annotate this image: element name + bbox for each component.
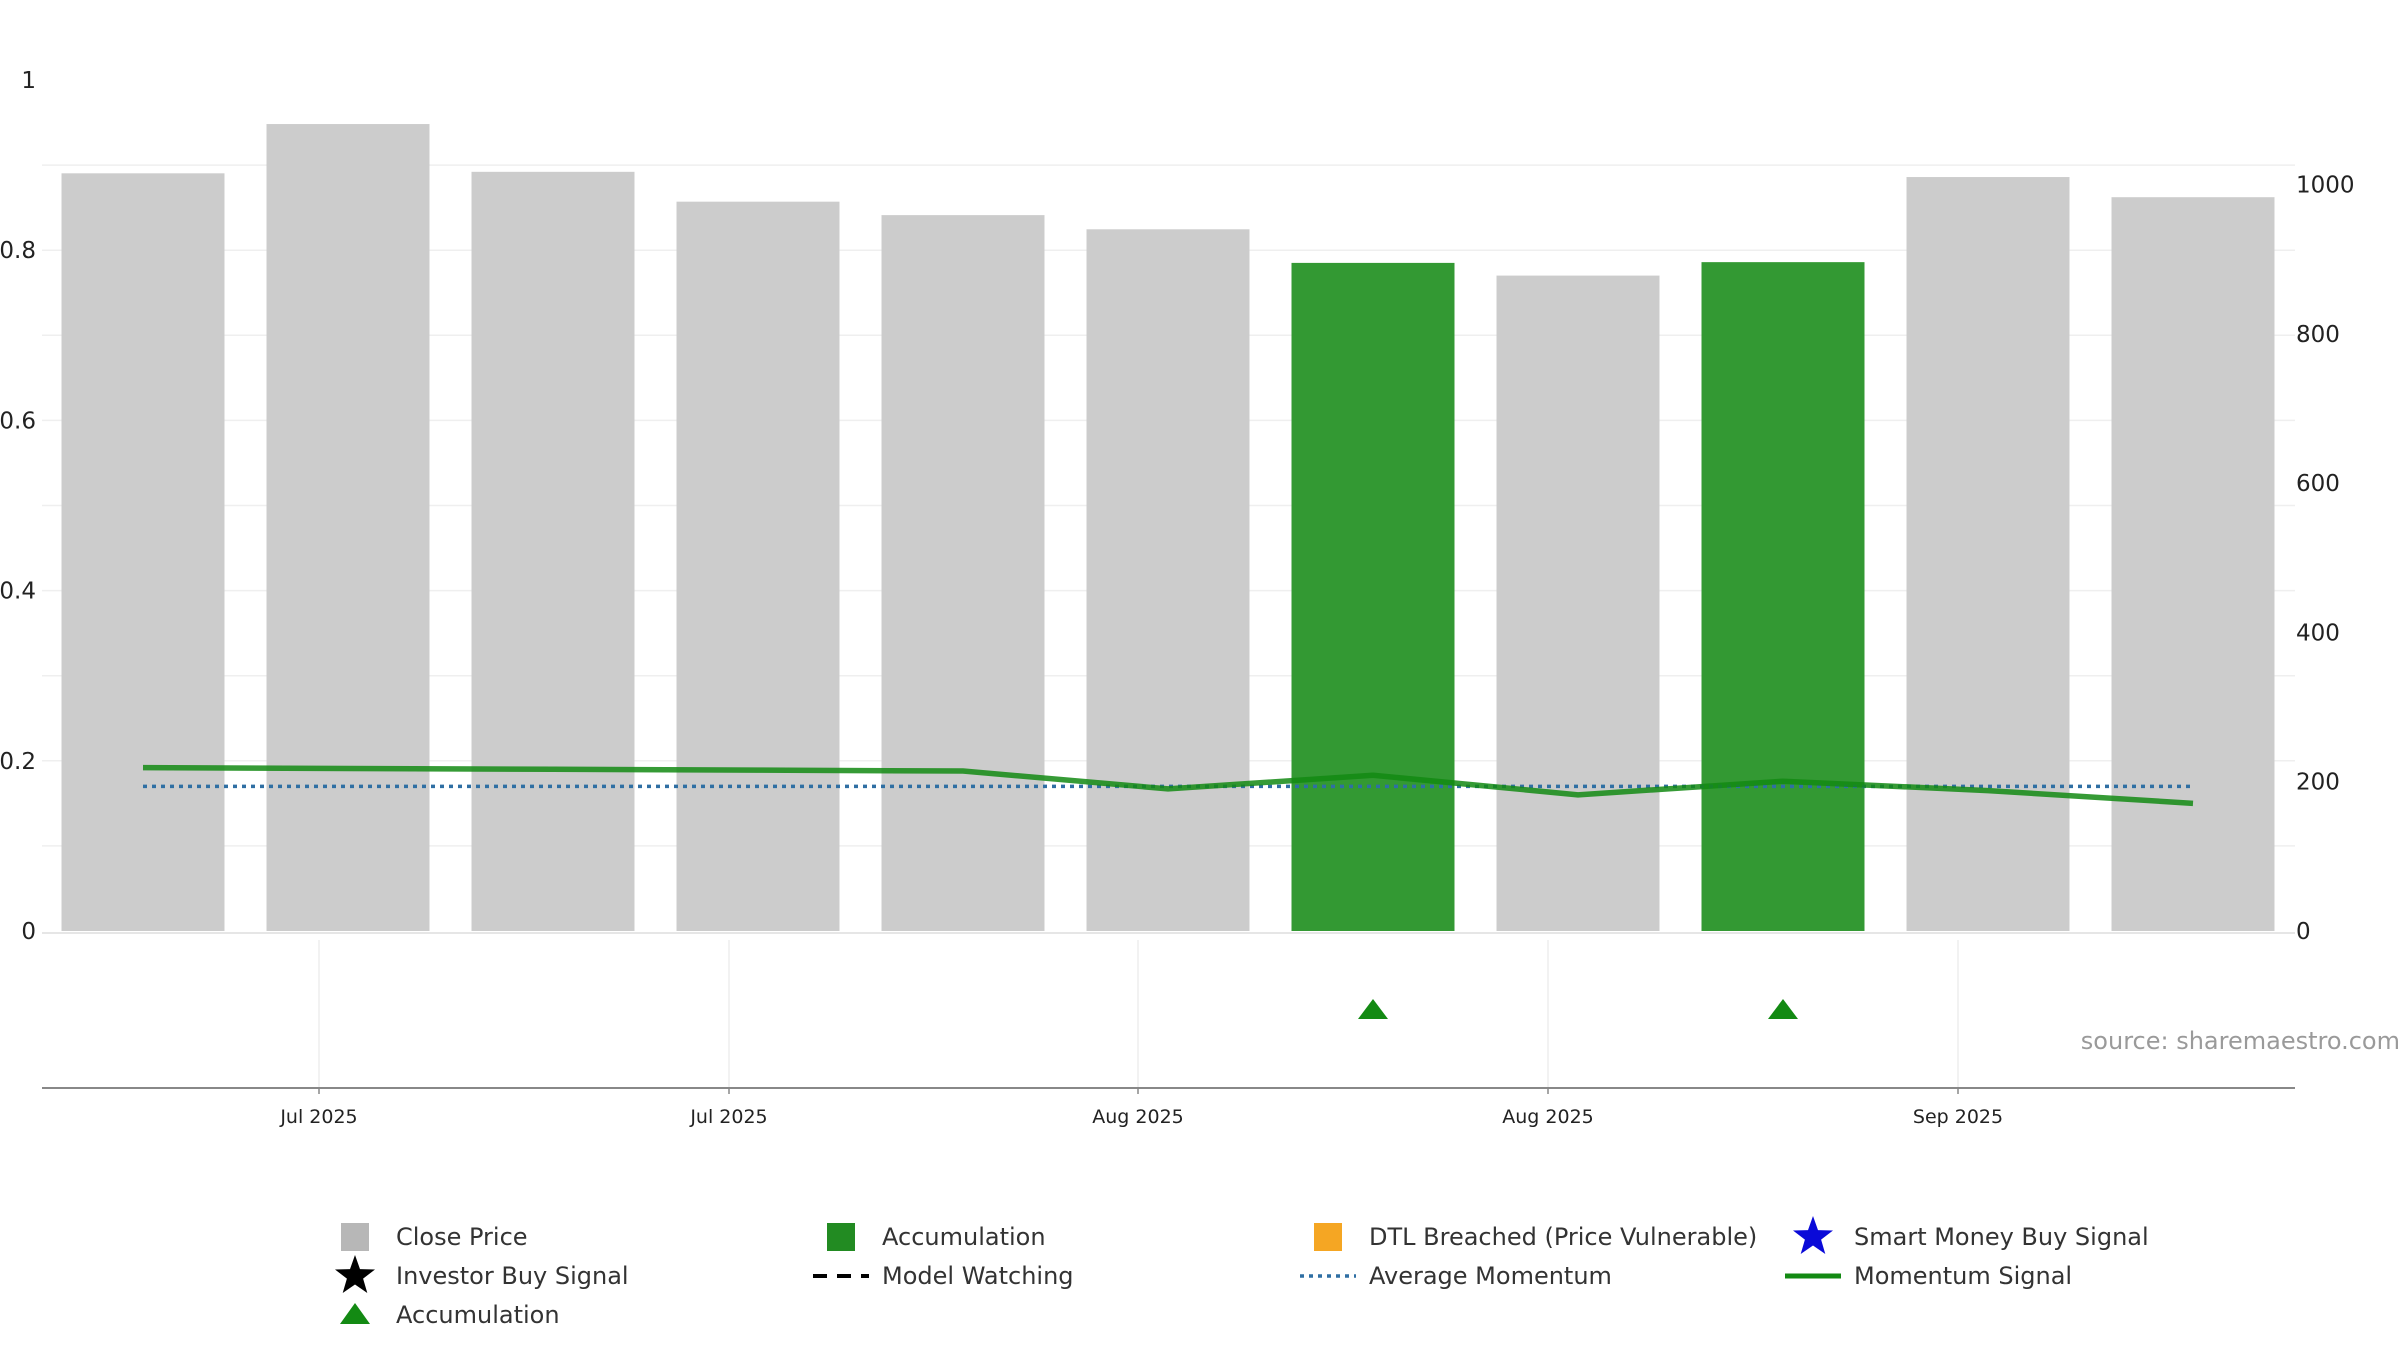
accumulation-marker (1768, 999, 1798, 1019)
legend-label: Smart Money Buy Signal (1854, 1223, 2149, 1251)
legend-square-icon (1314, 1223, 1342, 1251)
legend-label: DTL Breached (Price Vulnerable) (1369, 1223, 1757, 1251)
legend-square-icon (341, 1223, 369, 1251)
accumulation-markers (1358, 999, 1798, 1019)
legend-item: Model Watching (813, 1262, 1074, 1290)
legend-item: Accumulation (827, 1223, 1046, 1251)
left-tick-label: 0.2 (0, 749, 36, 775)
x-tick-label: Aug 2025 (1502, 1106, 1594, 1128)
left-tick-label: 0 (21, 919, 36, 945)
right-tick-label: 0 (2296, 919, 2311, 945)
legend-star-icon (335, 1255, 375, 1293)
legend-square-icon (827, 1223, 855, 1251)
legend-triangle-icon (340, 1303, 370, 1324)
x-tick-label: Sep 2025 (1913, 1106, 2003, 1128)
price-bar (471, 171, 635, 931)
price-bar (2111, 197, 2275, 932)
left-tick-label: 1 (21, 68, 36, 94)
price-bar (1496, 275, 1660, 931)
accumulation-marker (1358, 999, 1388, 1019)
legend-item: Average Momentum (1300, 1262, 1612, 1290)
price-bar (1086, 229, 1250, 932)
legend-label: Accumulation (396, 1301, 560, 1329)
price-bar (61, 173, 225, 931)
right-tick-label: 400 (2296, 620, 2340, 646)
legend: Close Price Accumulation DTL Breached (Pri… (335, 1216, 2149, 1329)
right-tick-label: 200 (2296, 770, 2340, 796)
legend-item: Investor Buy Signal (335, 1255, 629, 1293)
price-bar (266, 124, 430, 932)
legend-item: DTL Breached (Price Vulnerable) (1314, 1223, 1757, 1251)
left-tick-label: 0.6 (0, 408, 36, 434)
momentum-lines (142, 764, 2194, 807)
momentum-signal-line (142, 764, 2194, 807)
legend-label: Accumulation (882, 1223, 1046, 1251)
legend-label: Average Momentum (1369, 1262, 1612, 1290)
price-bar (676, 201, 840, 931)
legend-label: Investor Buy Signal (396, 1262, 629, 1290)
legend-item: Accumulation (340, 1301, 560, 1329)
legend-item: Smart Money Buy Signal (1793, 1216, 2149, 1254)
price-bar (881, 215, 1045, 931)
x-tick-label: Aug 2025 (1092, 1106, 1184, 1128)
legend-label: Momentum Signal (1854, 1262, 2072, 1290)
left-tick-label: 0.8 (0, 238, 36, 264)
axes: 0 0.2 0.4 0.6 0.8 1 0 200 400 600 800 1000 Jul 2025 J… (0, 68, 2355, 1128)
price-bar (1906, 177, 2070, 932)
accumulation-bar (1701, 262, 1865, 931)
left-tick-label: 0.4 (0, 579, 36, 605)
x-tick-label: Jul 2025 (279, 1106, 357, 1128)
right-tick-label: 800 (2296, 322, 2340, 348)
legend-item: Close Price (341, 1223, 528, 1251)
right-tick-label: 600 (2296, 471, 2340, 497)
legend-item: Momentum Signal (1785, 1262, 2072, 1290)
legend-star-icon (1793, 1216, 1833, 1254)
accumulation-bar (1291, 262, 1455, 931)
legend-label: Model Watching (882, 1262, 1074, 1290)
source-label: source: sharemaestro.com (2081, 1027, 2400, 1055)
price-bars (61, 124, 2275, 932)
legend-label: Close Price (396, 1223, 528, 1251)
x-tick-label: Jul 2025 (689, 1106, 767, 1128)
right-tick-label: 1000 (2296, 173, 2355, 199)
